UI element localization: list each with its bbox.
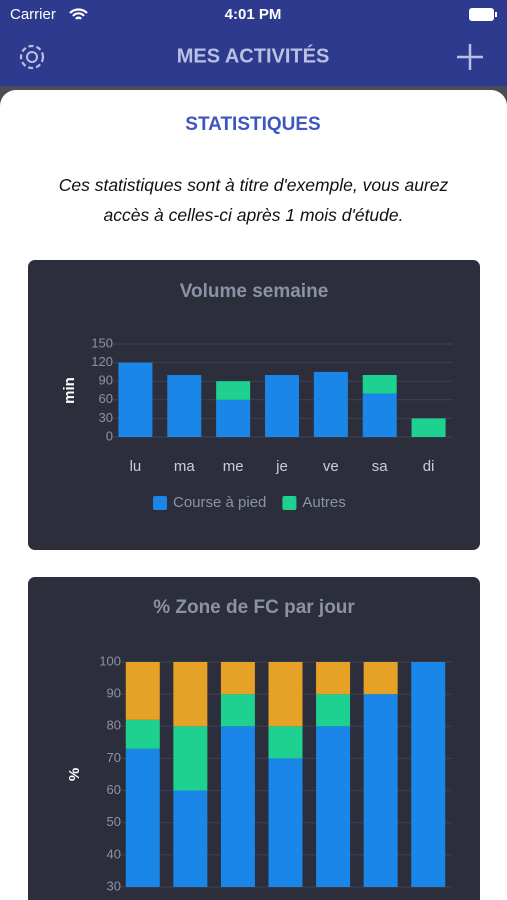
bar-segment xyxy=(363,662,398,695)
y-axis-label: min xyxy=(61,377,78,404)
bar-segment xyxy=(268,726,303,759)
y-tick-label: 90 xyxy=(107,686,121,701)
add-button[interactable] xyxy=(457,44,483,70)
bar-segment xyxy=(118,362,153,437)
bar-segment xyxy=(220,662,255,695)
bar-segment xyxy=(316,662,351,695)
bar-segment xyxy=(173,726,208,791)
y-tick-label: 60 xyxy=(99,391,113,406)
y-tick-label: 80 xyxy=(107,718,121,733)
x-tick-label: ma xyxy=(174,458,195,475)
bar-segment xyxy=(316,726,351,887)
bar-segment xyxy=(411,662,446,887)
gear-center xyxy=(26,51,38,63)
y-tick-label: 30 xyxy=(107,878,121,893)
carrier: Carrier xyxy=(10,6,56,23)
y-tick-label: 100 xyxy=(99,653,121,668)
settings-button[interactable] xyxy=(19,44,45,70)
bar-segment xyxy=(125,748,160,887)
wifi-icon xyxy=(69,8,88,20)
bar-segment xyxy=(268,662,303,727)
bar-segment xyxy=(411,418,446,437)
y-tick-label: 40 xyxy=(107,846,121,861)
clock: 4:01 PM xyxy=(225,6,282,23)
modal-title: STATISTIQUES xyxy=(185,114,320,135)
bar-segment xyxy=(220,694,255,727)
y-tick-label: 150 xyxy=(91,335,113,350)
chart-title: Volume semaine xyxy=(180,281,329,302)
header-title: MES ACTIVITÉS xyxy=(177,44,330,67)
x-tick-label: sa xyxy=(372,458,389,475)
y-tick-label: 90 xyxy=(99,373,113,388)
y-tick-label: 60 xyxy=(107,782,121,797)
x-tick-label: lu xyxy=(130,458,142,475)
x-tick-label: ve xyxy=(323,458,339,475)
bar-segment xyxy=(313,371,348,437)
bar-segment xyxy=(220,726,255,887)
x-tick-label: me xyxy=(223,458,244,475)
bar-segment xyxy=(173,662,208,727)
legend-swatch xyxy=(282,496,297,510)
legend-swatch xyxy=(153,496,167,510)
bar-segment xyxy=(173,790,208,887)
y-tick-label: 120 xyxy=(91,354,113,369)
bar-segment xyxy=(125,719,160,749)
chart-title: % Zone de FC par jour xyxy=(153,597,355,618)
legend-label: Course à pied xyxy=(173,494,266,511)
y-tick-label: 30 xyxy=(99,410,113,425)
y-tick-label: 0 xyxy=(106,428,113,443)
modal-note: Ces statistiques sont à titre d'exemple,… xyxy=(58,175,449,225)
bar-segment xyxy=(316,694,351,727)
x-tick-label: je xyxy=(275,458,288,475)
bar-segment xyxy=(125,662,160,720)
y-axis-label: % xyxy=(66,768,83,781)
battery-tip xyxy=(495,12,497,17)
y-tick-label: 50 xyxy=(107,814,121,829)
bar-segment xyxy=(363,694,398,887)
bar-segment xyxy=(167,375,202,437)
legend-label: Autres xyxy=(302,494,345,511)
x-tick-label: di xyxy=(423,458,435,475)
bar-segment xyxy=(268,758,303,887)
bar-segment xyxy=(362,375,397,394)
bar-segment xyxy=(362,393,397,437)
chart-card xyxy=(28,260,480,550)
y-tick-label: 70 xyxy=(107,750,121,765)
bar-segment xyxy=(216,381,251,400)
bar-segment xyxy=(216,399,251,437)
battery-icon xyxy=(469,8,494,21)
gear-icon xyxy=(19,44,45,70)
bar-segment xyxy=(265,375,299,437)
